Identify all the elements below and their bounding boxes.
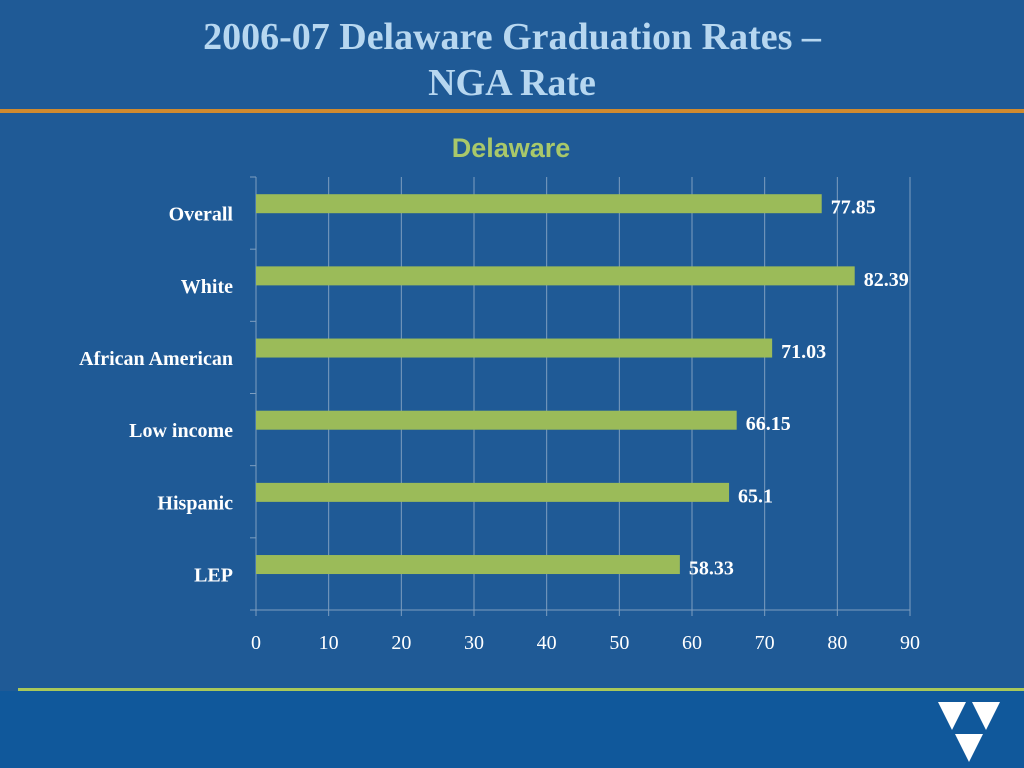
category-label: African American bbox=[79, 348, 233, 370]
x-tick-label: 70 bbox=[755, 632, 775, 654]
category-label: Hispanic bbox=[157, 492, 233, 514]
slide-title-line-1: 2006-07 Delaware Graduation Rates – bbox=[203, 16, 821, 58]
slide-title-line-2: NGA Rate bbox=[428, 62, 596, 104]
category-label: Low income bbox=[129, 420, 233, 442]
chart-labels: Overall 77.85 White 82.39 African American 71… bbox=[79, 197, 909, 587]
title-divider bbox=[0, 109, 1024, 113]
category-label: White bbox=[181, 276, 233, 298]
bar-african-american bbox=[256, 338, 773, 358]
chart-title: Delaware bbox=[452, 133, 571, 163]
bar-hispanic bbox=[256, 482, 730, 502]
x-tick-label: 20 bbox=[391, 632, 411, 654]
data-label: 71.03 bbox=[781, 341, 826, 363]
bar-white bbox=[256, 266, 855, 286]
x-tick-label: 40 bbox=[537, 632, 557, 654]
data-label: 65.1 bbox=[738, 485, 773, 507]
x-tick-label: 80 bbox=[827, 632, 847, 654]
x-tick-label: 0 bbox=[251, 632, 261, 654]
stylized-v-triangle-logo-icon bbox=[938, 702, 1000, 762]
data-label: 82.39 bbox=[864, 269, 909, 291]
slide-title: 2006-07 Delaware Graduation Rates – NGA … bbox=[0, 14, 1024, 106]
x-tick-label: 10 bbox=[319, 632, 339, 654]
x-tick-label: 30 bbox=[464, 632, 484, 654]
category-label: Overall bbox=[169, 204, 234, 226]
bar-low-income bbox=[256, 410, 737, 430]
x-tick-label: 60 bbox=[682, 632, 702, 654]
data-label: 58.33 bbox=[689, 558, 734, 580]
bar-chart: Delaware 0 10 20 30 40 50 60 70 80 90 Overall 77.8… bbox=[79, 133, 920, 654]
x-tick-label: 50 bbox=[609, 632, 629, 654]
data-label: 66.15 bbox=[746, 413, 791, 435]
footer-band bbox=[0, 691, 1024, 768]
chart-bars bbox=[256, 194, 855, 575]
bar-overall bbox=[256, 194, 822, 214]
x-tick-label: 90 bbox=[900, 632, 920, 654]
footer-divider bbox=[18, 688, 1024, 691]
data-label: 77.85 bbox=[831, 197, 876, 219]
chart-axes: 0 10 20 30 40 50 60 70 80 90 bbox=[250, 176, 920, 654]
chart-grid bbox=[328, 177, 911, 610]
bar-lep bbox=[256, 555, 680, 575]
category-label: LEP bbox=[194, 565, 233, 587]
